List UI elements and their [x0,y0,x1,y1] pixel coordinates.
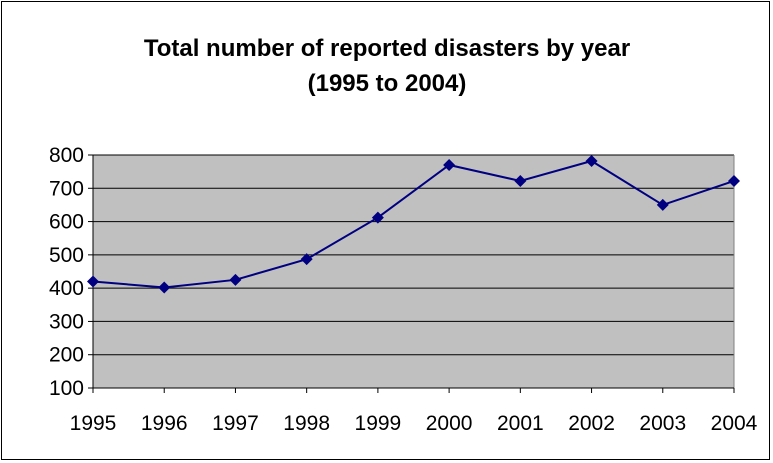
x-tick-label: 2002 [568,412,615,435]
x-axis-ticks: 1995 1996 1997 1998 1999 2000 2001 2002 2003 2004 [70,412,758,435]
data-point-marker [87,275,99,288]
x-tick-label: 2003 [639,412,686,435]
axes [88,154,735,393]
y-tick-label: 600 [49,211,84,234]
series-line [92,159,735,289]
data-point-marker [656,198,669,211]
y-axis-ticks: 100 200 300 400 500 600 700 800 [49,144,84,400]
y-tick-label: 100 [49,377,84,400]
data-point-marker [728,174,740,187]
gridlines [93,154,734,356]
data-point-marker [300,253,313,266]
x-tick-label: 1997 [212,412,259,435]
data-point-marker [585,154,598,167]
data-point-marker [443,158,456,171]
x-tick-label: 2004 [711,412,758,435]
y-tick-label: 300 [49,310,84,333]
data-point-marker [229,273,242,286]
y-tick-label: 700 [49,177,84,200]
x-tick-label: 2000 [426,412,473,435]
y-tick-label: 200 [49,344,84,367]
x-tick-label: 1995 [70,412,117,435]
y-tick-label: 400 [49,277,84,300]
y-tick-label: 800 [49,144,84,167]
data-markers [87,154,740,294]
data-point-marker [371,211,384,224]
x-tick-label: 2001 [497,412,544,435]
y-tick-label: 500 [49,244,84,267]
plot-area [93,155,734,388]
x-tick-label: 1998 [283,412,330,435]
chart-subtitle: (1995 to 2004) [308,70,467,97]
x-tick-label: 1996 [141,412,188,435]
data-point-marker [158,281,171,294]
x-tick-label: 1999 [355,412,402,435]
data-point-marker [514,174,527,187]
chart-title: Total number of reported disasters by ye… [144,35,630,62]
